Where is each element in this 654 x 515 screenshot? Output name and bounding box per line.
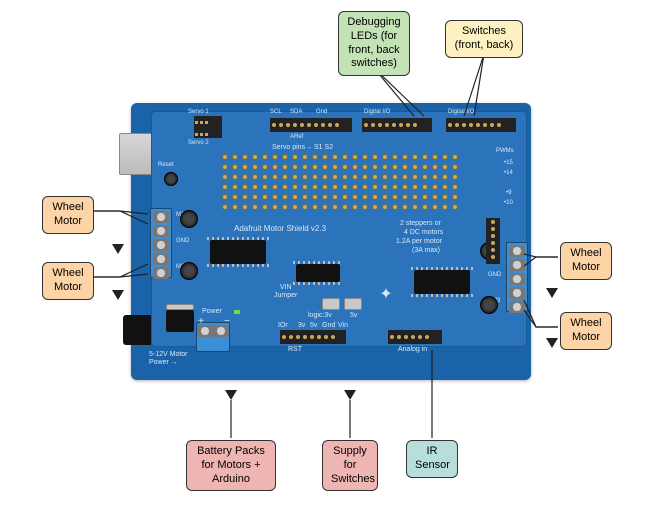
aref-label: ARef <box>290 134 303 140</box>
analog-label: Analog in <box>398 346 427 353</box>
power-led <box>234 310 240 314</box>
cap-right-bot <box>480 296 498 314</box>
r5v-label: 5v <box>310 322 317 329</box>
reset-label: Reset <box>158 162 174 168</box>
header-top-mid <box>362 118 432 132</box>
barrel-jack <box>123 315 153 345</box>
logic-pad-3v <box>322 298 340 310</box>
screw-term-left-m1m2 <box>150 208 172 278</box>
minus-label: − <box>224 316 230 327</box>
arrow-supply <box>344 390 356 400</box>
arrow-wm4 <box>546 338 558 348</box>
ir-sensor-callout: IRSensor <box>406 440 458 478</box>
plus-label: + <box>198 316 204 327</box>
header-bottom-power <box>280 330 346 344</box>
arrow-battery <box>225 390 237 400</box>
supply-switches-callout: SupplyforSwitches <box>322 440 378 491</box>
spec2: 4 DC motors <box>404 229 443 236</box>
cap-left-top <box>180 210 198 228</box>
gnd-right: GND <box>488 272 501 278</box>
servo1-label: Servo 1 <box>188 109 209 115</box>
fivev-label: 5v <box>350 312 357 319</box>
servo-pins-label: Servo pins→ S1 S2 <box>272 144 333 151</box>
battery-callout: Battery Packsfor Motors +Arduino <box>186 440 276 491</box>
p14-label: •14 <box>504 170 513 176</box>
scl-label: SCL <box>270 109 282 115</box>
spec3: 1.2A per motor <box>396 238 442 245</box>
arduino-board-base: SCL SDA ARef Gnd Digital I/O Digital I/O… <box>131 103 531 380</box>
vreg-tab <box>166 304 194 310</box>
vin-jumper-label: VINJumper <box>274 284 297 299</box>
pwms-label: PWMs <box>496 148 514 154</box>
logic-label: logic:3v <box>308 312 332 319</box>
servo-header-block <box>194 116 222 138</box>
stacking-header-right <box>486 218 500 264</box>
debug-leds-callout: DebuggingLEDs (forfront, backswitches) <box>338 11 410 76</box>
reset-button[interactable] <box>164 172 178 186</box>
rgnd-label: Gnd <box>322 322 335 329</box>
digital-io2-label: Digital I/O <box>448 109 474 115</box>
gnd-top-label: Gnd <box>316 109 327 115</box>
ior-label: IOr <box>278 322 288 329</box>
gnd-left: GND <box>176 238 189 244</box>
p15-label: •15 <box>504 160 513 166</box>
switches-callout: Switches(front, back) <box>445 20 523 58</box>
star-logo-icon: ✦ <box>376 284 396 304</box>
header-top-left <box>270 118 352 132</box>
pwm-driver-chip <box>296 264 340 282</box>
power-label: Power <box>202 308 222 315</box>
arrow-wm2 <box>112 290 124 300</box>
motor-driver-left <box>210 240 266 264</box>
wheel-motor-callout-R1: WheelMotor <box>560 242 612 280</box>
arrow-wm3 <box>546 288 558 298</box>
header-bottom-analog <box>388 330 442 344</box>
servo2-label: Servo 2 <box>188 140 209 146</box>
wheel-motor-callout-R2: WheelMotor <box>560 312 612 350</box>
proto-area <box>222 154 492 216</box>
spec1: 2 steppers or <box>400 220 441 227</box>
p9-label: •9 <box>506 190 511 196</box>
sda-label: SDA <box>290 109 302 115</box>
screw-term-right-m3m4 <box>506 242 528 312</box>
wheel-motor-callout-L2: WheelMotor <box>42 262 94 300</box>
r3v-label: 3v <box>298 322 305 329</box>
digital-io-label: Digital I/O <box>364 109 390 115</box>
p10-label: •10 <box>504 200 513 206</box>
cap-left-bot <box>180 262 198 280</box>
spec4: (3A max) <box>412 247 440 254</box>
wheel-motor-callout-L1: WheelMotor <box>42 196 94 234</box>
logic-pad-5v <box>344 298 362 310</box>
motor-shield: SCL SDA ARef Gnd Digital I/O Digital I/O… <box>151 111 527 347</box>
header-top-right <box>446 118 516 132</box>
motor-driver-right <box>414 270 470 294</box>
arrow-wm1 <box>112 244 124 254</box>
vreg <box>166 310 194 332</box>
rst-label: RST <box>288 346 302 353</box>
shield-name: Adafruit Motor Shield v2.3 <box>234 224 326 233</box>
motor-power-label: 5-12V MotorPower → <box>149 351 188 366</box>
vin-label: Vin <box>338 322 348 329</box>
